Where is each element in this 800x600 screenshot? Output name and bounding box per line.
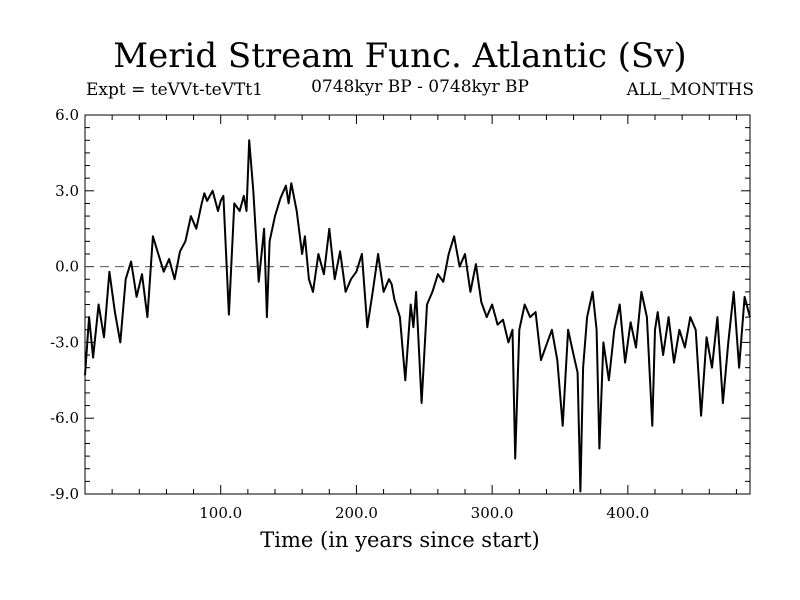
y-tick-label: 0.0 <box>55 258 79 276</box>
period-label: 0748kyr BP - 0748kyr BP <box>311 77 529 97</box>
series-line <box>84 139 751 493</box>
y-tick-label: 3.0 <box>55 182 79 200</box>
chart-title: Merid Stream Func. Atlantic (Sv) <box>113 36 687 76</box>
y-axis: 6.0 3.0 0.0 -3.0 -6.0 -9.0 <box>50 106 750 503</box>
x-axis: 100.0 200.0 300.0 400.0 <box>111 115 737 522</box>
x-tick-label: 200.0 <box>335 504 378 522</box>
x-tick-label: 400.0 <box>606 504 649 522</box>
x-axis-label: Time (in years since start) <box>260 528 540 552</box>
experiment-label: Expt = teVVt-teVTt1 <box>86 80 263 100</box>
x-tick-label: 300.0 <box>471 504 514 522</box>
months-label: ALL_MONTHS <box>626 80 754 100</box>
y-tick-label: -6.0 <box>50 409 79 427</box>
y-tick-label: -9.0 <box>50 485 79 503</box>
y-tick-label: 6.0 <box>55 106 79 124</box>
x-tick-label: 100.0 <box>199 504 242 522</box>
y-tick-label: -3.0 <box>50 333 79 351</box>
